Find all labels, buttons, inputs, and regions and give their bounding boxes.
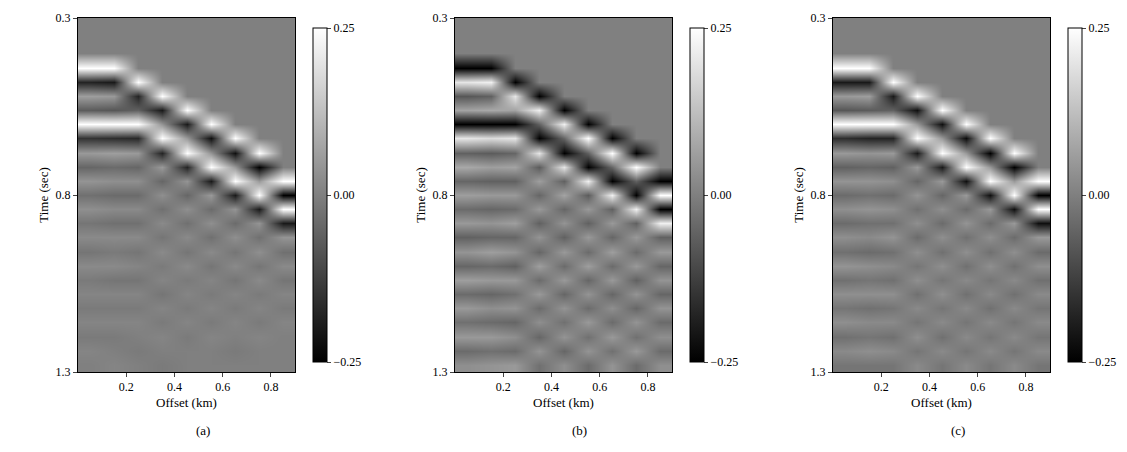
svg-text:−0.25: −0.25 (710, 355, 738, 369)
svg-text:Time (sec): Time (sec) (36, 167, 51, 223)
svg-text:Offset (km): Offset (km) (911, 395, 972, 410)
svg-text:0.3: 0.3 (56, 11, 71, 25)
svg-text:1.3: 1.3 (433, 365, 448, 379)
svg-text:−0.25: −0.25 (333, 355, 361, 369)
svg-text:0.6: 0.6 (215, 380, 230, 394)
svg-text:0.8: 0.8 (56, 188, 71, 202)
svg-text:0.8: 0.8 (640, 380, 655, 394)
svg-text:0.25: 0.25 (710, 21, 731, 35)
svg-text:Offset (km): Offset (km) (156, 395, 217, 410)
svg-text:1.3: 1.3 (811, 365, 826, 379)
svg-text:0.3: 0.3 (433, 11, 448, 25)
svg-text:0.00: 0.00 (333, 188, 354, 202)
svg-text:0.8: 0.8 (263, 380, 278, 394)
svg-text:0.2: 0.2 (496, 380, 511, 394)
svg-text:0.8: 0.8 (433, 188, 448, 202)
svg-text:0.6: 0.6 (970, 380, 985, 394)
svg-text:Offset (km): Offset (km) (533, 395, 594, 410)
svg-text:0.8: 0.8 (1018, 380, 1033, 394)
svg-text:0.2: 0.2 (874, 380, 889, 394)
svg-text:−0.25: −0.25 (1088, 355, 1116, 369)
svg-text:Time (sec): Time (sec) (413, 167, 428, 223)
svg-text:Time (sec): Time (sec) (791, 167, 806, 223)
svg-text:1.3: 1.3 (56, 365, 71, 379)
svg-text:0.25: 0.25 (1088, 21, 1109, 35)
svg-text:0.4: 0.4 (167, 380, 182, 394)
svg-text:0.6: 0.6 (592, 380, 607, 394)
svg-text:0.4: 0.4 (922, 380, 937, 394)
svg-text:0.25: 0.25 (333, 21, 354, 35)
svg-text:(a): (a) (196, 423, 210, 438)
svg-text:0.2: 0.2 (119, 380, 134, 394)
svg-text:(c): (c) (951, 423, 965, 438)
svg-text:(b): (b) (572, 423, 587, 438)
svg-text:0.8: 0.8 (811, 188, 826, 202)
svg-text:0.00: 0.00 (710, 188, 731, 202)
svg-text:0.3: 0.3 (811, 11, 826, 25)
svg-text:0.00: 0.00 (1088, 188, 1109, 202)
svg-text:0.4: 0.4 (544, 380, 559, 394)
